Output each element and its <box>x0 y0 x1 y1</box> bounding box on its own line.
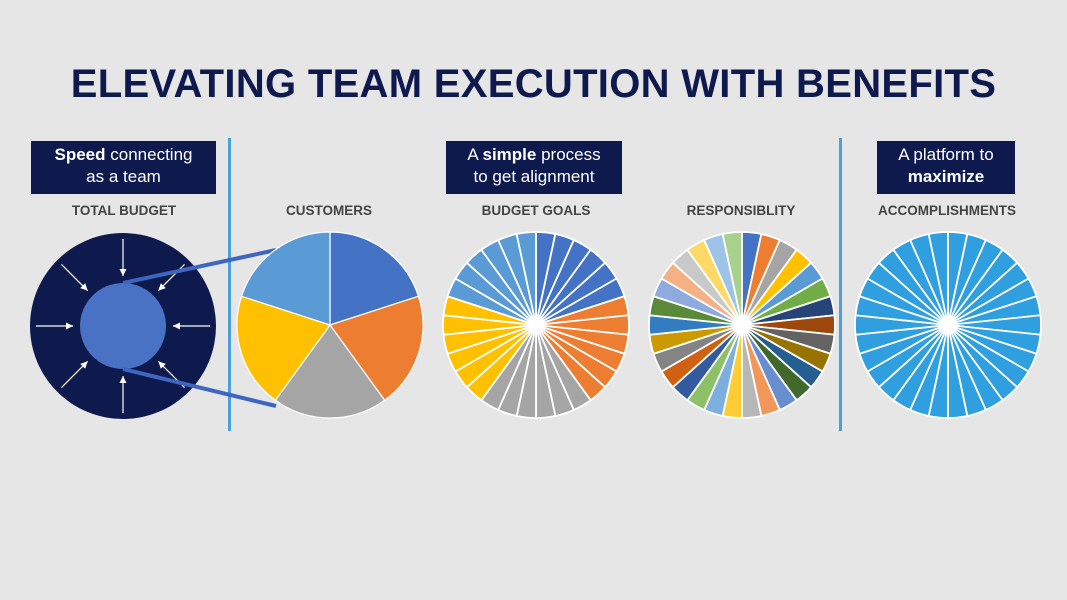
pie-slice <box>274 324 386 419</box>
pie-slice <box>927 231 949 326</box>
label-customers: CUSTOMERS <box>285 203 372 218</box>
pie-slice <box>236 295 331 401</box>
arrow-head-icon <box>80 361 88 369</box>
speed-callout-rest: connecting <box>105 145 193 164</box>
inward-arrows <box>36 239 210 413</box>
pie-slice <box>329 231 420 326</box>
label-accomplishments: ACCOMPLISHMENTS <box>878 203 1016 218</box>
arrow-head-icon <box>66 322 73 330</box>
responsiblity-pie <box>648 231 836 419</box>
pie-center-dot <box>735 318 749 332</box>
customers-pie <box>236 231 424 419</box>
pie-center-dot <box>941 318 955 332</box>
total-budget-diagram <box>30 233 216 419</box>
divider-right <box>839 138 842 431</box>
connector-top <box>122 248 277 285</box>
arrow-head-icon <box>80 283 88 291</box>
pie-slice <box>721 231 743 326</box>
pie-slice <box>329 295 424 401</box>
arrow-head-icon <box>173 322 180 330</box>
simple-callout-pre: A <box>467 145 483 164</box>
speed-callout-bold: Speed <box>54 145 106 164</box>
arrow-head-icon <box>119 269 127 276</box>
platform-callout-bold: maximize <box>907 167 985 186</box>
simple-callout-line2: to get alignment <box>473 167 595 186</box>
inner-budget-circle <box>80 283 166 369</box>
arrow-head-icon <box>158 283 166 291</box>
label-responsiblity: RESPONSIBLITY <box>686 203 796 218</box>
label-total-budget: TOTAL BUDGET <box>71 203 177 218</box>
speed-callout-line2: as a team <box>86 167 161 186</box>
platform-callout-line1: A platform to <box>898 145 994 164</box>
accomplishments-pie <box>854 231 1042 419</box>
budget-goals-pie <box>442 231 630 419</box>
simple-process-callout: A simple process to get alignment <box>446 141 622 194</box>
page-title: ELEVATING TEAM EXECUTION WITH BENEFITS <box>70 62 997 106</box>
arrow-head-icon <box>158 361 166 369</box>
speed-callout: Speed connecting as a team <box>31 141 216 194</box>
pie-center-dot <box>529 318 543 332</box>
pie-slice <box>515 231 537 326</box>
connector-bottom <box>122 367 277 408</box>
divider-left <box>228 138 231 431</box>
label-budget-goals: BUDGET GOALS <box>481 203 591 218</box>
simple-callout-bold: simple <box>482 145 537 164</box>
arrow-head-icon <box>119 376 127 383</box>
pie-slice <box>240 231 331 326</box>
simple-callout-post: process <box>536 145 601 164</box>
platform-callout: A platform to maximize <box>877 141 1015 194</box>
